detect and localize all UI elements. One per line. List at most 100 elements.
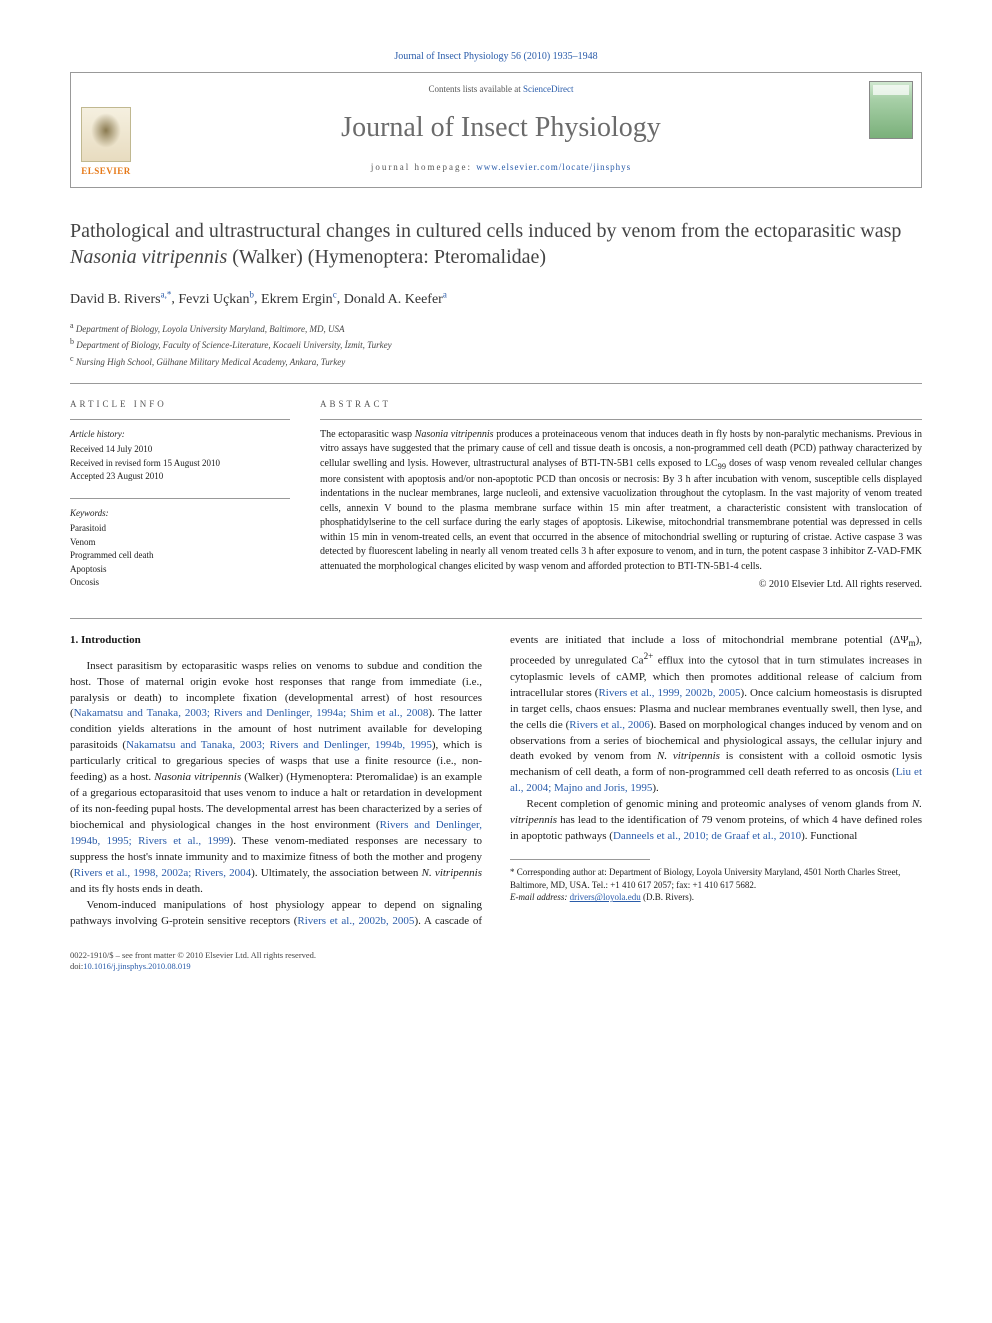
email-line: E-mail address: drivers@loyola.edu (D.B.… [510, 891, 922, 904]
affiliation-c: c Nursing High School, Gülhane Military … [70, 353, 922, 370]
header-center: Contents lists available at ScienceDirec… [141, 73, 861, 187]
author-3-name: Ekrem Ergin [261, 292, 333, 307]
journal-header-box: ELSEVIER Contents lists available at Sci… [70, 72, 922, 188]
aff-c-sup: c [70, 354, 74, 363]
info-divider-1 [70, 419, 290, 420]
keywords-label: Keywords: [70, 507, 290, 521]
p1-t7: and its fly hosts ends in death. [70, 883, 203, 895]
sciencedirect-link[interactable]: ScienceDirect [523, 84, 573, 94]
keyword-3: Programmed cell death [70, 549, 290, 563]
intro-para-1: Insect parasitism by ectoparasitic wasps… [70, 659, 482, 898]
affiliations: a Department of Biology, Loyola Universi… [70, 320, 922, 370]
author-1-corr: * [167, 289, 172, 299]
p3-t3: ). Functional [801, 830, 857, 842]
p1-t6: ). Ultimately, the association between [251, 867, 421, 879]
p2-sp1: N. vitripennis [657, 750, 720, 762]
info-divider-2 [70, 498, 290, 499]
p1-r1[interactable]: Nakamatsu and Tanaka, 2003; Rivers and D… [74, 707, 429, 719]
abs-p3: doses of wasp venom revealed cellular ch… [320, 458, 922, 572]
author-1: David B. Riversa,* [70, 292, 171, 307]
p1-sp2: N. vitripennis [422, 867, 482, 879]
author-2-name: Fevzi Uçkan [178, 292, 249, 307]
article-info-column: ARTICLE INFO Article history: Received 1… [70, 398, 290, 604]
aff-a-text: Department of Biology, Loyola University… [76, 324, 345, 334]
p2-r1[interactable]: Rivers et al., 2002b, 2005 [297, 915, 414, 927]
keyword-5: Oncosis [70, 576, 290, 590]
author-3-sup: c [333, 289, 337, 299]
email-label: E-mail address: [510, 892, 570, 902]
p2-r3[interactable]: Rivers et al., 2006 [569, 719, 650, 731]
abstract-heading: ABSTRACT [320, 398, 922, 411]
p2-r2[interactable]: Rivers et al., 1999, 2002b, 2005 [598, 687, 740, 699]
page-footer: 0022-1910/$ – see front matter © 2010 El… [70, 950, 922, 974]
journal-homepage-line: journal homepage: www.elsevier.com/locat… [141, 161, 861, 174]
cover-image-icon [869, 81, 913, 139]
doi-link[interactable]: 10.1016/j.jinsphys.2010.08.019 [83, 961, 190, 971]
p2-sub1: m [908, 638, 915, 648]
title-species: Nasonia vitripennis [70, 246, 227, 268]
footer-copyright-line: 0022-1910/$ – see front matter © 2010 El… [70, 950, 922, 962]
p2-sup1: 2+ [644, 651, 654, 661]
title-part-2: (Walker) (Hymenoptera: Pteromalidae) [227, 246, 546, 268]
p1-r4[interactable]: Rivers et al., 1998, 2002a; Rivers, 2004 [74, 867, 251, 879]
author-2: Fevzi Uçkanb [178, 292, 254, 307]
author-1-name: David B. Rivers [70, 292, 161, 307]
keyword-4: Apoptosis [70, 563, 290, 577]
keyword-2: Venom [70, 536, 290, 550]
history-label: Article history: [70, 428, 290, 442]
history-revised: Received in revised form 15 August 2010 [70, 457, 290, 471]
journal-homepage-link[interactable]: www.elsevier.com/locate/jinsphys [476, 162, 631, 172]
journal-cover-thumbnail[interactable] [861, 73, 921, 187]
elsevier-logo[interactable]: ELSEVIER [71, 73, 141, 187]
abstract-copyright: © 2010 Elsevier Ltd. All rights reserved… [320, 578, 922, 592]
title-part-1: Pathological and ultrastructural changes… [70, 220, 901, 242]
elsevier-label: ELSEVIER [81, 165, 131, 178]
p3-t1: Recent completion of genomic mining and … [527, 798, 912, 810]
history-accepted: Accepted 23 August 2010 [70, 470, 290, 484]
p1-sp1: Nasonia vitripennis [154, 771, 241, 783]
intro-para-3: Recent completion of genomic mining and … [510, 797, 922, 845]
abs-sub1: 99 [718, 462, 726, 471]
intro-heading: 1. Introduction [70, 633, 482, 649]
divider-bottom [70, 618, 922, 619]
divider-top [70, 383, 922, 384]
article-history-block: Article history: Received 14 July 2010 R… [70, 428, 290, 484]
aff-a-sup: a [70, 321, 74, 330]
article-info-heading: ARTICLE INFO [70, 398, 290, 411]
author-email-link[interactable]: drivers@loyola.edu [570, 892, 641, 902]
author-2-sup: b [250, 289, 255, 299]
footnotes: * Corresponding author at: Department of… [510, 866, 922, 904]
aff-b-text: Department of Biology, Faculty of Scienc… [76, 340, 391, 350]
abstract-text: The ectoparasitic wasp Nasonia vitripenn… [320, 428, 922, 575]
author-list: David B. Riversa,*, Fevzi Uçkanb, Ekrem … [70, 288, 922, 309]
info-abstract-row: ARTICLE INFO Article history: Received 1… [70, 398, 922, 604]
email-suffix: (D.B. Rivers). [641, 892, 694, 902]
keyword-1: Parasitoid [70, 522, 290, 536]
abstract-divider [320, 419, 922, 420]
contents-available-line: Contents lists available at ScienceDirec… [141, 83, 861, 96]
corresponding-author-note: * Corresponding author at: Department of… [510, 866, 922, 891]
author-4-name: Donald A. Keefer [344, 292, 443, 307]
doi-prefix: doi: [70, 961, 83, 971]
affiliation-b: b Department of Biology, Faculty of Scie… [70, 336, 922, 353]
abs-sp1: Nasonia vitripennis [415, 429, 494, 440]
journal-title: Journal of Insect Physiology [141, 108, 861, 147]
footnote-separator [510, 859, 650, 860]
homepage-prefix: journal homepage: [371, 162, 476, 172]
aff-c-text: Nursing High School, Gülhane Military Me… [76, 357, 345, 367]
author-4-sup: a [443, 289, 447, 299]
p1-r2[interactable]: Nakamatsu and Tanaka, 2003; Rivers and D… [126, 739, 432, 751]
article-title: Pathological and ultrastructural changes… [70, 218, 922, 270]
affiliation-a: a Department of Biology, Loyola Universi… [70, 320, 922, 337]
footer-doi-line: doi:10.1016/j.jinsphys.2010.08.019 [70, 961, 922, 973]
body-two-column: 1. Introduction Insect parasitism by ect… [70, 633, 922, 930]
elsevier-tree-icon [81, 107, 131, 162]
aff-b-sup: b [70, 337, 74, 346]
contents-prefix: Contents lists available at [429, 84, 523, 94]
journal-reference: Journal of Insect Physiology 56 (2010) 1… [70, 50, 922, 64]
keywords-block: Keywords: Parasitoid Venom Programmed ce… [70, 507, 290, 590]
abs-p1: The ectoparasitic wasp [320, 429, 415, 440]
p3-r1[interactable]: Danneels et al., 2010; de Graaf et al., … [613, 830, 801, 842]
history-received: Received 14 July 2010 [70, 443, 290, 457]
author-4: Donald A. Keefera [344, 292, 447, 307]
